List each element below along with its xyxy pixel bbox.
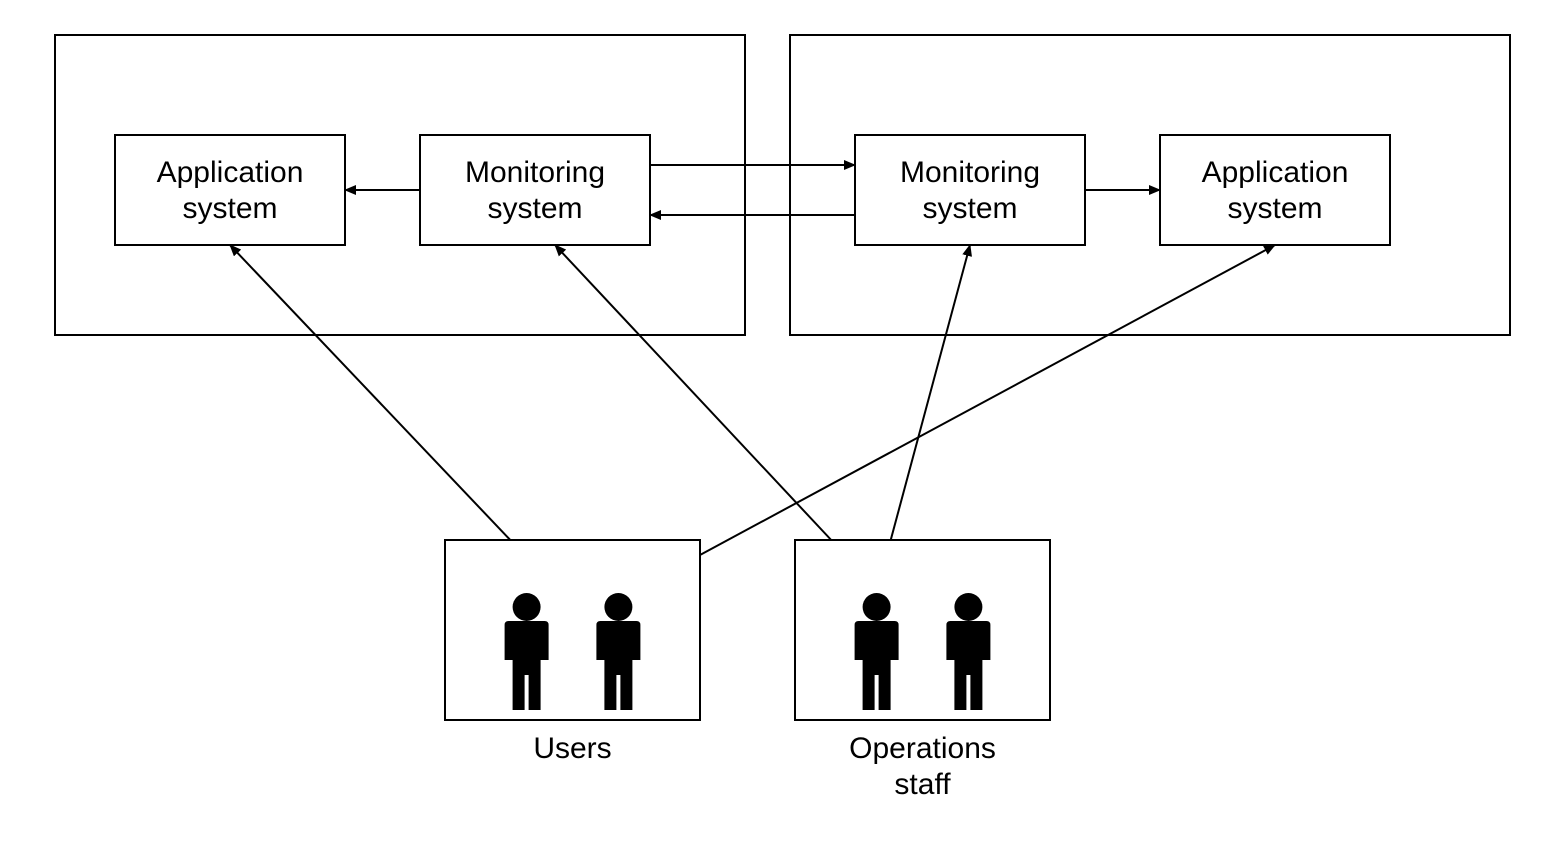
actor-label: staff [894,768,951,801]
node-label: system [182,192,277,225]
actor-label: Users [533,732,611,765]
node-label: system [1227,192,1322,225]
actor-label: Operations [849,732,996,765]
edge-ops-to-mon-left [555,245,834,543]
edge-users-to-app-right [700,245,1275,555]
node-app-left: Applicationsystem [115,135,345,245]
node-label: Application [157,156,304,189]
node-mon-right: Monitoringsystem [855,135,1085,245]
node-app-right: Applicationsystem [1160,135,1390,245]
edge-users-to-app-left [230,245,534,565]
actor-group-ops: Operationsstaff [795,540,1050,801]
node-mon-left: Monitoringsystem [420,135,650,245]
node-label: Monitoring [465,156,605,189]
architecture-diagram: ApplicationsystemMonitoringsystemMonitor… [0,0,1562,849]
edge-ops-to-mon-right [884,245,970,565]
actor-group-users: Users [445,540,700,765]
node-label: Application [1202,156,1349,189]
node-label: system [487,192,582,225]
node-label: system [922,192,1017,225]
node-label: Monitoring [900,156,1040,189]
